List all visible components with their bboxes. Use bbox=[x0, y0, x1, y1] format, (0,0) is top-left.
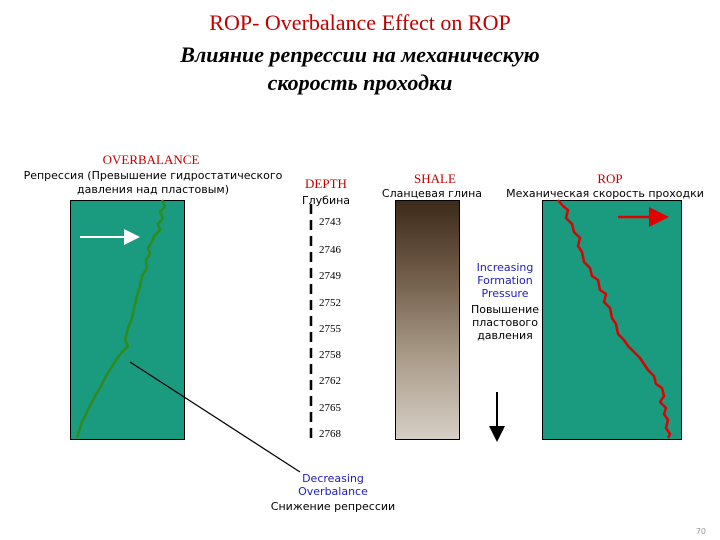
overbalance-subheader-1: Репрессия (Превышение гидростатического bbox=[23, 169, 283, 182]
overbalance-curve bbox=[75, 199, 167, 439]
overbalance-header: OVERBALANCE bbox=[102, 152, 200, 167]
depth-header: DEPTH bbox=[305, 176, 347, 191]
note-line: Pressure bbox=[481, 287, 529, 300]
depth-label: 2755 bbox=[319, 323, 341, 335]
depth-label: 2743 bbox=[319, 216, 341, 228]
note-line: Overbalance bbox=[298, 485, 368, 498]
overbalance-subheader-2: давления над пластовым) bbox=[76, 183, 230, 196]
note-line: Formation bbox=[477, 274, 533, 287]
note-line: Повышение bbox=[470, 303, 540, 316]
rop-curve bbox=[557, 199, 672, 439]
depth-label: 2746 bbox=[319, 244, 341, 256]
title-russian-line2: скорость проходки bbox=[267, 70, 453, 95]
pointer-line bbox=[129, 361, 301, 473]
note-line: давления bbox=[477, 329, 533, 342]
depth-label: 2749 bbox=[319, 270, 341, 282]
page-number: 70 bbox=[695, 527, 706, 536]
note-line: Decreasing bbox=[302, 472, 364, 485]
note-line: пластового bbox=[472, 316, 538, 329]
title-english: ROP- Overbalance Effect on ROP bbox=[209, 10, 511, 35]
decreasing-overbalance-note: Decreasing Overbalance bbox=[290, 472, 376, 498]
note-line: Increasing bbox=[476, 261, 534, 274]
shale-header: SHALE bbox=[414, 171, 456, 186]
depth-label: 2768 bbox=[319, 428, 341, 440]
depth-label: 2765 bbox=[319, 402, 341, 414]
increasing-pressure-note-ru: Повышение пластового давления bbox=[463, 303, 547, 342]
rop-header: ROP bbox=[597, 171, 623, 186]
shale-subheader: Сланцевая глина bbox=[381, 187, 483, 200]
depth-label: 2762 bbox=[319, 375, 341, 387]
depth-label: 2758 bbox=[319, 349, 341, 361]
rop-subheader: Механическая скорость проходки bbox=[506, 187, 704, 200]
decreasing-overbalance-note-ru: Снижение репрессии bbox=[270, 500, 396, 513]
shale-column bbox=[395, 200, 460, 440]
title-russian-line1: Влияние репрессии на механическую bbox=[180, 42, 540, 67]
increasing-pressure-note: Increasing Formation Pressure bbox=[463, 261, 547, 300]
depth-subheader: Глубина bbox=[301, 194, 351, 207]
depth-label: 2752 bbox=[319, 297, 341, 309]
